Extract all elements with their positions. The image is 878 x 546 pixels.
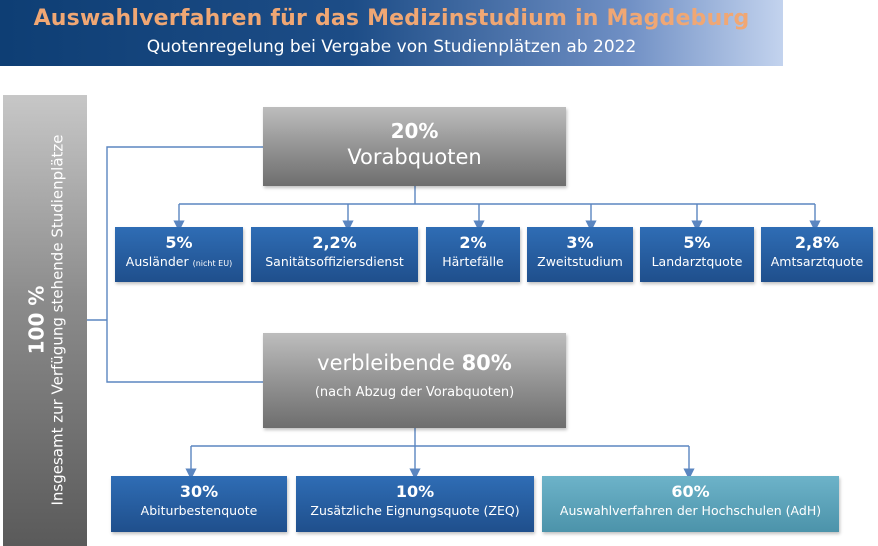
remaining-note: (nach Abzug der Vorabquoten): [314, 385, 515, 400]
item-label: Zweitstudium: [537, 254, 623, 269]
vorab-item-sanitaet: 2,2% Sanitätsoffiziersdienst: [251, 227, 418, 282]
remaining-item-zeq: 10% Zusätzliche Eignungsquote (ZEQ): [296, 476, 534, 532]
page-subtitle: Quotenregelung bei Vergabe von Studienpl…: [146, 37, 637, 57]
item-percent: 2,2%: [312, 233, 357, 252]
vorab-item-auslaender: 5% Ausländer (nicht EU): [115, 227, 243, 282]
item-note: (nicht EU): [192, 259, 233, 268]
remaining-item-abiturbesten: 30% Abiturbestenquote: [111, 476, 287, 532]
item-label: Ausländer: [125, 254, 189, 269]
remaining-prefix: verbleibende: [317, 351, 455, 375]
item-label: Sanitätsoffiziersdienst: [265, 254, 404, 269]
item-percent: 60%: [671, 482, 710, 501]
vorab-box: 20% Vorabquoten: [263, 107, 566, 186]
total-percent: 100 %: [24, 285, 49, 355]
remaining-box: verbleibende 80% (nach Abzug der Vorabqu…: [263, 333, 566, 428]
vorab-item-zweitstudium: 3% Zweitstudium: [527, 227, 633, 282]
item-percent: 5%: [165, 233, 193, 252]
total-text: 100 % Insgesamt zur Verfügung stehende S…: [24, 95, 67, 546]
item-label: Landarztquote: [651, 254, 743, 269]
remaining-item-adh: 60% Auswahlverfahren der Hochschulen (Ad…: [542, 476, 839, 532]
item-label: Amtsarztquote: [770, 254, 864, 269]
vorab-item-amtsarzt: 2,8% Amtsarztquote: [761, 227, 873, 282]
total-label: Insgesamt zur Verfügung stehende Studien…: [48, 134, 67, 506]
item-percent: 2,8%: [794, 233, 840, 252]
page-title: Auswahlverfahren für das Medizinstudium …: [33, 6, 750, 31]
vorab-label: Vorabquoten: [347, 145, 482, 169]
item-label: Härtefälle: [442, 254, 504, 269]
remaining-percent: 80%: [461, 351, 512, 375]
item-percent: 2%: [459, 233, 487, 252]
item-label: Abiturbestenquote: [140, 503, 258, 518]
title-banner: Auswahlverfahren für das Medizinstudium …: [0, 0, 783, 66]
item-percent: 3%: [566, 233, 594, 252]
item-label: Zusätzliche Eignungsquote (ZEQ): [310, 503, 520, 518]
item-label-wrap: Ausländer (nicht EU): [115, 253, 243, 273]
total-bar: 100 % Insgesamt zur Verfügung stehende S…: [3, 95, 87, 546]
vorab-item-landarzt: 5% Landarztquote: [640, 227, 754, 282]
item-percent: 5%: [683, 233, 711, 252]
item-percent: 10%: [395, 482, 435, 501]
remaining-heading: verbleibende 80%: [263, 349, 566, 377]
vorab-item-haertefaelle: 2% Härtefälle: [426, 227, 520, 282]
item-label: Auswahlverfahren der Hochschulen (AdH): [559, 503, 822, 518]
item-percent: 30%: [179, 482, 219, 501]
vorab-percent: 20%: [390, 119, 439, 143]
